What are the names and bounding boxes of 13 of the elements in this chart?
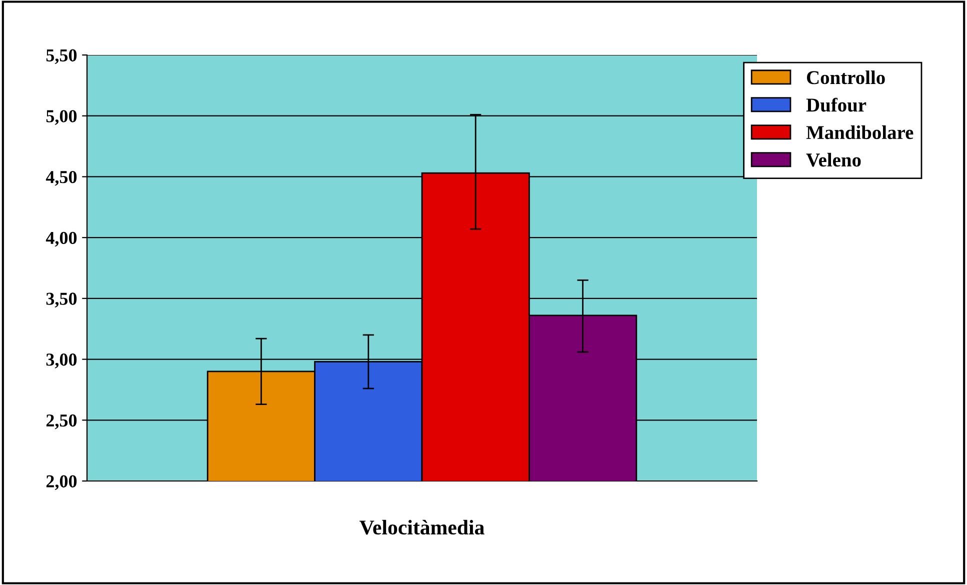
y-tick-label: 4,00 <box>46 232 77 247</box>
x-tick-label: Velocitàmedia <box>360 520 484 535</box>
y-tick-label: 5,00 <box>46 110 77 125</box>
legend-label: Controllo <box>806 70 885 84</box>
y-tick-label: 3,00 <box>46 354 77 368</box>
legend-label: Dufour <box>806 98 866 112</box>
legend-label: Veleno <box>806 152 861 167</box>
y-tick-label: 4,50 <box>46 170 77 186</box>
legend-label: Mandibolare <box>806 125 914 140</box>
y-tick-label: 3,50 <box>46 292 77 308</box>
y-tick-label: 5,50 <box>46 49 77 64</box>
y-tick-label: 2,00 <box>46 475 77 490</box>
y-tick-label: 2,50 <box>46 414 77 430</box>
